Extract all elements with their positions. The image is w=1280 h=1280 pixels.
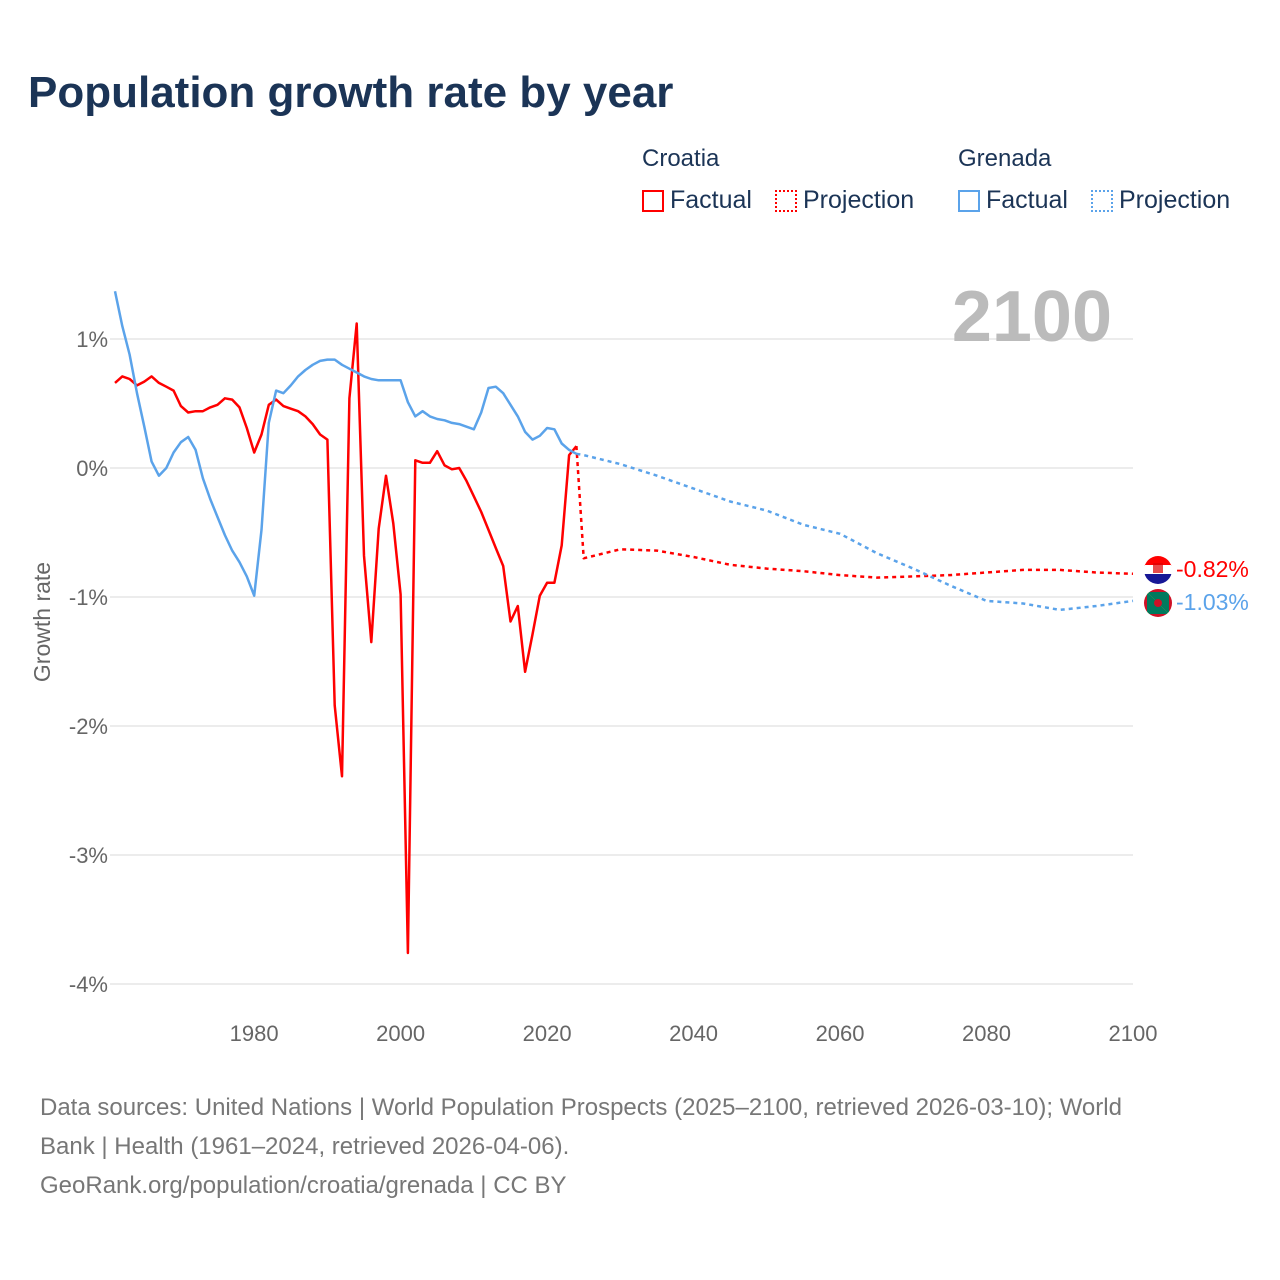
chart-title: Population growth rate by year — [28, 68, 674, 117]
footer-sources: Data sources: United Nations | World Pop… — [40, 1094, 1122, 1121]
x-tick-label: 2020 — [523, 1021, 572, 1046]
x-tick-label: 2000 — [376, 1021, 425, 1046]
series-line-grenada-projection — [576, 452, 1134, 612]
x-tick-label: 2060 — [816, 1021, 865, 1046]
grenada-end-label: -1.03% — [1176, 589, 1249, 615]
year-label: 2100 — [952, 277, 1112, 357]
x-tick-label: 1980 — [230, 1021, 279, 1046]
y-tick-label: -4% — [69, 972, 108, 997]
x-tick-label: 2100 — [1109, 1021, 1158, 1046]
legend-swatch-solid — [958, 189, 980, 212]
legend-swatch-dotted — [775, 189, 797, 212]
legend-grenada-factual[interactable]: Factual — [958, 186, 1068, 215]
legend-label: Factual — [986, 186, 1068, 214]
legend-group-grenada: Grenada — [958, 145, 1052, 172]
legend-label: Projection — [803, 186, 915, 214]
series-line-croatia-factual — [114, 322, 578, 955]
y-tick-label: -1% — [69, 585, 108, 610]
legend-swatch-dotted — [1091, 189, 1113, 212]
y-axis-label: Growth rate — [29, 562, 55, 682]
y-tick-label: -3% — [69, 843, 108, 868]
y-tick-label: 0% — [76, 456, 108, 481]
y-tick-label: 1% — [76, 327, 108, 352]
grenada-flag-icon — [1144, 589, 1172, 617]
series-line-croatia-projection — [575, 446, 1134, 579]
legend-grenada-projection[interactable]: Projection — [1091, 186, 1230, 215]
footer-link[interactable]: GeoRank.org/population/croatia/grenada |… — [40, 1172, 567, 1199]
plot-area: 1% 0% -1% -2% -3% -4% 1980 2000 2020 2040 2060 2080… — [29, 277, 1249, 1046]
legend-croatia-projection[interactable]: Projection — [775, 186, 914, 215]
series-line-grenada-factual — [113, 291, 577, 597]
x-tick-label: 2080 — [962, 1021, 1011, 1046]
x-tick-label: 2040 — [669, 1021, 718, 1046]
legend-swatch-solid — [642, 189, 664, 212]
footer-sources-cont: Bank | Health (1961–2024, retrieved 2026… — [40, 1133, 570, 1160]
legend-label: Factual — [670, 186, 752, 214]
footer: Data sources: United Nations | World Pop… — [40, 1088, 1240, 1205]
croatia-end-label: -0.82% — [1176, 556, 1249, 582]
legend-group-croatia: Croatia — [642, 145, 720, 172]
legend-croatia-factual[interactable]: Factual — [642, 186, 752, 215]
legend-label: Projection — [1119, 186, 1231, 214]
y-tick-label: -2% — [69, 714, 108, 739]
croatia-flag-icon — [1144, 556, 1172, 584]
